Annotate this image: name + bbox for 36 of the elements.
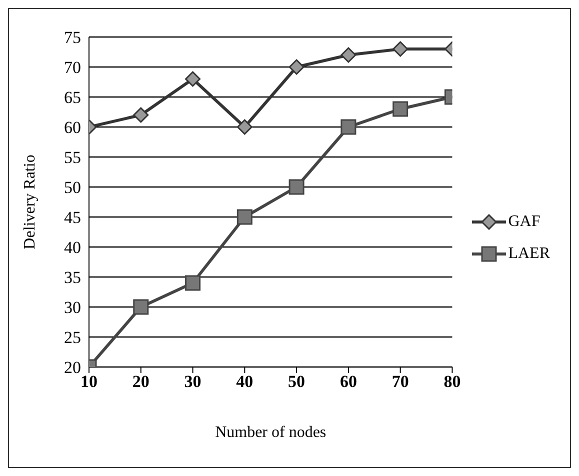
point bbox=[133, 299, 149, 315]
x-tick-label: 60 bbox=[340, 372, 357, 392]
legend-label: LAER bbox=[508, 245, 550, 262]
y-tick-label: 55 bbox=[64, 148, 81, 168]
x-tick-label: 50 bbox=[288, 372, 306, 392]
x-tick-label: 30 bbox=[184, 372, 202, 392]
y-tick-label: 40 bbox=[64, 238, 81, 258]
y-tick-label: 20 bbox=[64, 358, 81, 378]
point bbox=[288, 179, 304, 195]
point bbox=[288, 59, 304, 75]
y-tick-label: 60 bbox=[64, 118, 81, 138]
point bbox=[392, 41, 408, 57]
y-tick-label: 30 bbox=[64, 298, 81, 318]
y-tick-label: 45 bbox=[64, 208, 81, 228]
point bbox=[392, 101, 408, 117]
x-tick-label: 20 bbox=[132, 372, 150, 392]
point bbox=[236, 209, 252, 225]
y-tick-label: 25 bbox=[64, 328, 81, 348]
point bbox=[340, 47, 356, 63]
point bbox=[185, 275, 201, 291]
point bbox=[185, 71, 201, 87]
point bbox=[340, 119, 356, 135]
x-tick-label: 40 bbox=[236, 372, 254, 392]
x-tick-label: 10 bbox=[80, 372, 98, 392]
y-tick-label: 50 bbox=[64, 178, 81, 198]
x-axis-title: Number of nodes bbox=[215, 424, 326, 441]
y-axis-title: Delivery Ratio bbox=[22, 154, 39, 250]
legend-label: GAF bbox=[508, 213, 540, 230]
y-tick-label: 70 bbox=[64, 58, 81, 78]
x-tick-label: 70 bbox=[392, 372, 409, 392]
x-tick-label: 80 bbox=[444, 372, 461, 392]
y-tick-label: 65 bbox=[64, 88, 81, 108]
y-tick-label: 75 bbox=[64, 28, 81, 48]
y-tick-label: 35 bbox=[64, 268, 81, 288]
point bbox=[236, 119, 252, 135]
point bbox=[133, 107, 149, 123]
